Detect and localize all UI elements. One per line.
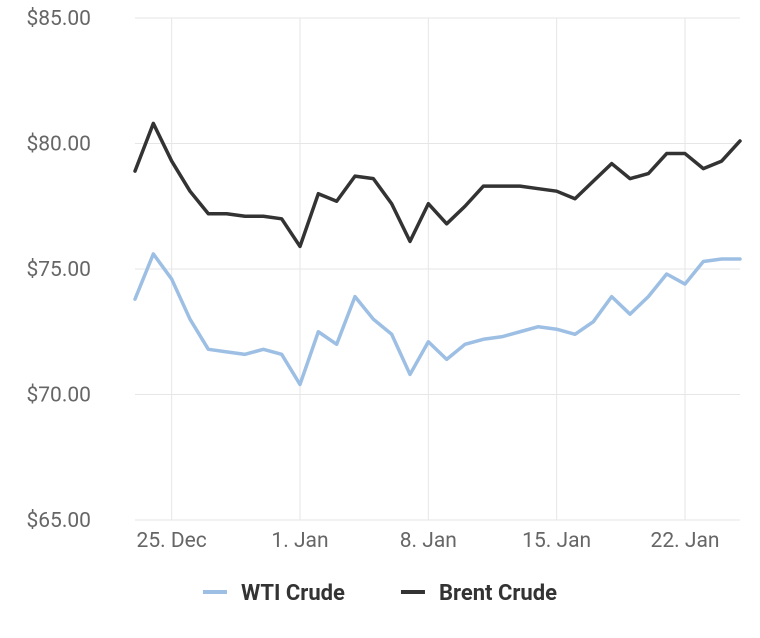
legend-label: Brent Crude — [439, 581, 557, 606]
legend-swatch — [401, 590, 425, 594]
y-axis-label: $85.00 — [26, 7, 91, 31]
y-axis-label: $70.00 — [26, 384, 91, 408]
y-axis-label: $80.00 — [26, 133, 91, 157]
y-axis-label: $75.00 — [26, 258, 91, 282]
x-axis-label: 8. Jan — [400, 529, 457, 553]
x-axis-label: 15. Jan — [522, 529, 591, 553]
legend-swatch — [203, 590, 227, 594]
y-axis-label: $65.00 — [26, 509, 91, 533]
legend-label: WTI Crude — [241, 581, 345, 606]
x-axis-label: 22. Jan — [651, 529, 720, 553]
x-axis-label: 1. Jan — [271, 529, 328, 553]
oil-price-line-chart: $65.00 $70.00 $75.00 $80.00 $85.00 25. Dec 1. … — [0, 0, 760, 638]
x-axis-label: 25. Dec — [137, 529, 207, 553]
